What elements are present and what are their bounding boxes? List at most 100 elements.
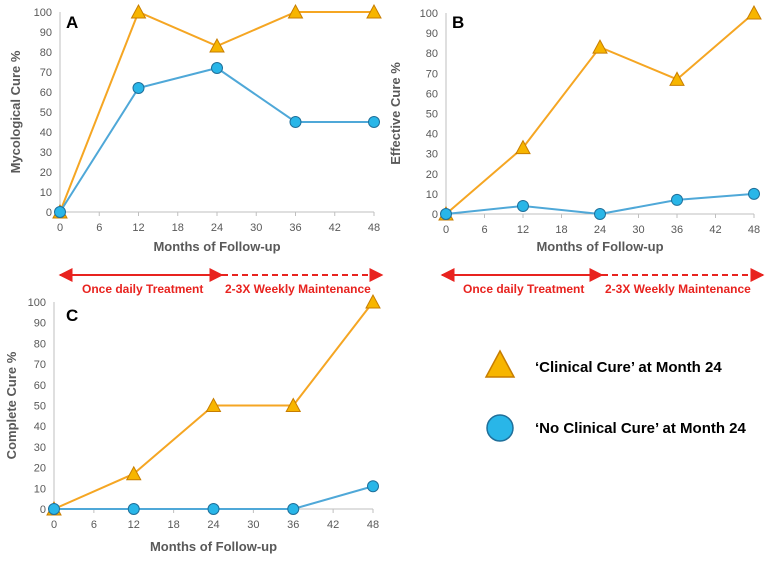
chart-b-y-tick: 10 <box>426 189 438 201</box>
chart-a-x-tick: 6 <box>96 222 102 234</box>
chart-c-x-tick: 24 <box>207 519 219 531</box>
chart-c-no-clinical-cure-point <box>287 503 300 515</box>
chart-b-clinical-cure-point <box>669 71 685 86</box>
chart-b-no-clinical-cure-point <box>748 187 760 200</box>
chart-c-y-tick: 80 <box>34 338 46 350</box>
chart-b-y-tick: 30 <box>426 149 438 161</box>
chart-c-x-tick: 30 <box>247 519 259 531</box>
chart-a-no-clinical-cure-point <box>211 62 223 74</box>
chart-b-clinical-cure-point <box>515 139 531 155</box>
treatment-label-a: Once daily Treatment <box>82 282 203 296</box>
chart-a-no-clinical-cure-point <box>368 116 380 128</box>
chart-c-clinical-cure-point <box>205 397 222 412</box>
chart-a-no-clinical-cure-point <box>289 116 302 128</box>
chart-a-x-axis-title: Months of Follow-up <box>153 239 280 254</box>
maintenance-label-b: 2-3X Weekly Maintenance <box>605 282 751 296</box>
legend-clinical-cure-label: ‘Clinical Cure’ at Month 24 <box>535 359 722 376</box>
chart-b-x-tick: 48 <box>748 224 760 236</box>
chart-c-x-tick: 6 <box>91 519 97 531</box>
chart-a-y-tick: 30 <box>40 147 52 159</box>
chart-c-y-tick: 40 <box>34 421 46 433</box>
chart-a-clinical-cure-point <box>287 3 304 19</box>
chart-c-x-tick: 42 <box>327 519 339 531</box>
chart-a-x-tick: 0 <box>57 222 63 234</box>
chart-c-y-tick: 20 <box>34 463 46 475</box>
chart-c-y-tick: 60 <box>34 380 46 392</box>
chart-b-y-tick: 20 <box>426 169 438 181</box>
chart-b-no-clinical-cure-point <box>594 208 606 220</box>
chart-b-x-tick: 12 <box>517 224 529 236</box>
chart-a-clinical-cure-point <box>209 37 225 53</box>
legend-triangle-icon <box>484 349 516 378</box>
chart-a-x-tick: 12 <box>132 222 144 234</box>
chart-a-y-tick: 20 <box>40 167 52 179</box>
chart-c-y-tick: 100 <box>28 297 46 309</box>
chart-b-clinical-cure-point <box>592 39 608 54</box>
chart-b-y-tick: 50 <box>426 109 438 121</box>
chart-b-no-clinical-cure-point <box>517 199 529 212</box>
chart-c-y-tick: 0 <box>40 504 46 516</box>
chart-c-clinical-cure-point <box>285 397 302 412</box>
chart-a-x-tick: 18 <box>172 222 184 234</box>
chart-c-y-tick: 90 <box>34 318 46 330</box>
chart-a-x-tick: 42 <box>329 222 341 234</box>
chart-a-x-tick: 24 <box>211 222 223 234</box>
chart-c-no-clinical-cure-point <box>207 503 220 515</box>
chart-b-y-tick: 40 <box>426 129 438 141</box>
chart-b-x-tick: 30 <box>632 224 644 236</box>
chart-a-y-tick: 50 <box>40 107 52 119</box>
chart-c-x-tick: 36 <box>287 519 299 531</box>
chart-a-y-tick: 40 <box>40 127 52 139</box>
chart-a-x-tick: 36 <box>289 222 301 234</box>
chart-b-no-clinical-cure-point <box>440 208 452 220</box>
panel-a: 0 10 20 30 40 50 60 70 80 90 100 0 6 12 18 24 30 36 42 48 Mo… <box>8 3 382 254</box>
chart-c-clinical-cure-point <box>365 293 381 309</box>
chart-a-y-axis-title: Mycological Cure % <box>8 50 23 173</box>
chart-b-y-tick: 90 <box>426 28 438 40</box>
chart-c-panel-label: C <box>66 306 78 325</box>
chart-c-x-axis-title: Months of Follow-up <box>150 539 277 554</box>
chart-b-y-tick: 60 <box>426 88 438 100</box>
panel-c: 0 10 20 30 40 50 60 70 80 90 100 0 6 12 18 24 30 36 42 48 Mo… <box>4 293 381 554</box>
legend-no-clinical-cure-label: ‘No Clinical Cure’ at Month 24 <box>535 420 747 437</box>
chart-c-no-clinical-cure-point <box>367 480 379 493</box>
chart-c-y-tick: 50 <box>34 401 46 413</box>
treatment-label-b: Once daily Treatment <box>463 282 584 296</box>
chart-c-y-axis-title: Complete Cure % <box>4 351 19 459</box>
panel-b: 0 10 20 30 40 50 60 70 80 90 100 0 6 12 18 24 30 36 42 48 Mo… <box>388 4 762 254</box>
chart-c-y-tick: 30 <box>34 442 46 454</box>
chart-c-no-clinical-cure-point <box>127 503 140 515</box>
phase-annotation-a: Once daily Treatment 2-3X Weekly Mainten… <box>58 268 384 296</box>
chart-c-clinical-cure-point <box>125 465 142 481</box>
chart-c-x-tick: 48 <box>367 519 379 531</box>
chart-a-y-tick: 70 <box>40 67 52 79</box>
phase-annotation-b: Once daily Treatment 2-3X Weekly Mainten… <box>440 268 765 296</box>
chart-c-y-tick: 70 <box>34 359 46 371</box>
chart-b-x-axis-title: Months of Follow-up <box>536 239 663 254</box>
chart-a-y-tick: 90 <box>40 27 52 39</box>
chart-b-x-tick: 18 <box>555 224 567 236</box>
chart-a-no-clinical-cure-point <box>132 82 145 94</box>
chart-a-x-tick: 48 <box>368 222 380 234</box>
maintenance-label-a: 2-3X Weekly Maintenance <box>225 282 371 296</box>
chart-b-y-tick: 0 <box>432 209 438 221</box>
chart-b-x-tick: 36 <box>671 224 683 236</box>
chart-c-x-tick: 12 <box>128 519 140 531</box>
chart-c-no-clinical-cure-point <box>48 503 60 515</box>
chart-a-y-tick: 0 <box>46 207 52 219</box>
chart-b-y-tick: 80 <box>426 48 438 60</box>
chart-b-y-tick: 70 <box>426 68 438 80</box>
chart-c-x-tick: 0 <box>51 519 57 531</box>
legend: ‘Clinical Cure’ at Month 24 ‘No Clinical… <box>484 349 747 442</box>
chart-b-x-tick: 24 <box>594 224 606 236</box>
chart-a-x-tick: 30 <box>250 222 262 234</box>
chart-b-clinical-cure-point <box>746 4 762 20</box>
chart-a-clinical-cure-point <box>130 3 147 19</box>
chart-a-panel-label: A <box>66 13 78 32</box>
chart-c-x-tick: 18 <box>168 519 180 531</box>
chart-b-x-tick: 0 <box>443 224 449 236</box>
chart-b-x-tick: 42 <box>709 224 721 236</box>
legend-circle-icon <box>486 414 514 442</box>
chart-a-clinical-cure-point <box>366 3 382 19</box>
